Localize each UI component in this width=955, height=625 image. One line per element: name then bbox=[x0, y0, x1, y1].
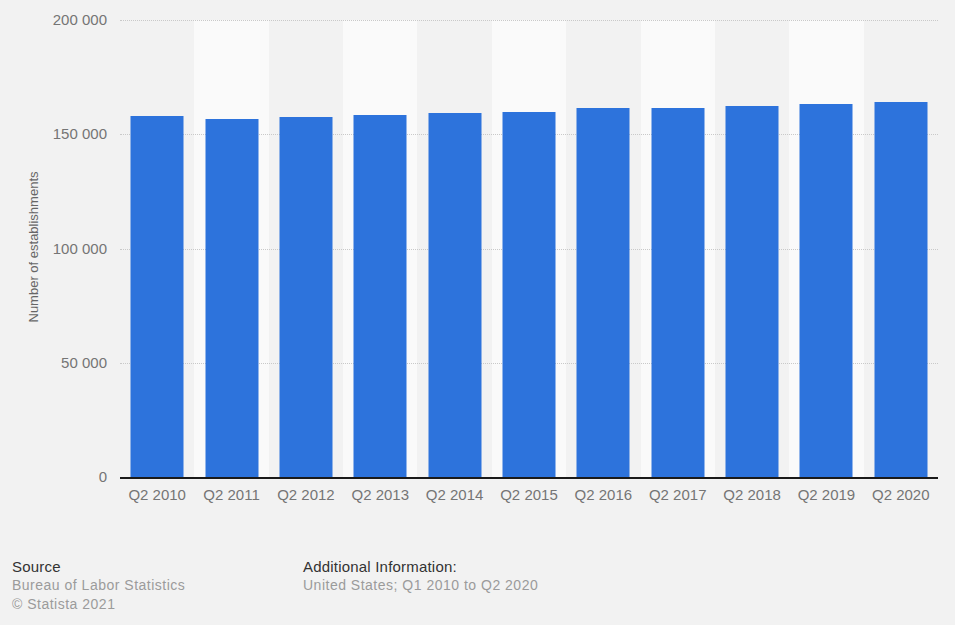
x-tick-label: Q2 2019 bbox=[789, 486, 863, 503]
x-tick-label: Q2 2017 bbox=[641, 486, 715, 503]
plot-band bbox=[715, 20, 789, 477]
plot-band bbox=[641, 20, 715, 477]
x-tick-label: Q2 2011 bbox=[194, 486, 268, 503]
source-block: Source Bureau of Labor Statistics © Stat… bbox=[12, 557, 185, 614]
x-tick-label: Q2 2013 bbox=[343, 486, 417, 503]
additional-info-text: United States; Q1 2010 to Q2 2020 bbox=[303, 576, 538, 595]
y-tick-label: 100 000 bbox=[0, 240, 107, 258]
x-axis-labels: Q2 2010Q2 2011Q2 2012Q2 2013Q2 2014Q2 20… bbox=[120, 486, 938, 503]
bar-q2-2014[interactable] bbox=[428, 113, 481, 477]
x-tick-label: Q2 2012 bbox=[269, 486, 343, 503]
plot-band bbox=[492, 20, 566, 477]
bar-q2-2010[interactable] bbox=[131, 116, 184, 477]
bar-q2-2020[interactable] bbox=[874, 102, 927, 477]
plot-band bbox=[566, 20, 640, 477]
plot-band bbox=[120, 20, 194, 477]
plot-band bbox=[789, 20, 863, 477]
plot-band bbox=[343, 20, 417, 477]
bar-q2-2019[interactable] bbox=[800, 104, 853, 477]
bar-q2-2013[interactable] bbox=[354, 115, 407, 477]
x-tick-label: Q2 2016 bbox=[566, 486, 640, 503]
source-heading: Source bbox=[12, 557, 185, 576]
y-tick-label: 50 000 bbox=[0, 354, 107, 372]
additional-info-heading: Additional Information: bbox=[303, 557, 538, 576]
copyright-note: © Statista 2021 bbox=[12, 595, 185, 614]
bar-q2-2012[interactable] bbox=[279, 117, 332, 477]
plot-band bbox=[269, 20, 343, 477]
chart-canvas: Number of establishments 200 000150 0001… bbox=[0, 0, 955, 625]
plot-band bbox=[194, 20, 268, 477]
x-tick-label: Q2 2014 bbox=[417, 486, 491, 503]
bar-q2-2017[interactable] bbox=[651, 108, 704, 477]
plot-area bbox=[120, 20, 938, 479]
x-tick-label: Q2 2020 bbox=[864, 486, 938, 503]
plot-band bbox=[417, 20, 491, 477]
plot-band bbox=[864, 20, 938, 477]
y-tick-label: 150 000 bbox=[0, 125, 107, 143]
bar-q2-2016[interactable] bbox=[577, 108, 630, 477]
x-tick-label: Q2 2015 bbox=[492, 486, 566, 503]
y-tick-label: 200 000 bbox=[0, 11, 107, 29]
y-tick-label: 0 bbox=[0, 468, 107, 486]
gridline bbox=[120, 20, 938, 21]
bar-q2-2011[interactable] bbox=[205, 119, 258, 477]
x-tick-label: Q2 2010 bbox=[120, 486, 194, 503]
x-tick-label: Q2 2018 bbox=[715, 486, 789, 503]
bar-q2-2018[interactable] bbox=[726, 106, 779, 477]
additional-info-block: Additional Information: United States; Q… bbox=[303, 557, 538, 595]
source-name: Bureau of Labor Statistics bbox=[12, 576, 185, 595]
bar-q2-2015[interactable] bbox=[502, 112, 555, 477]
